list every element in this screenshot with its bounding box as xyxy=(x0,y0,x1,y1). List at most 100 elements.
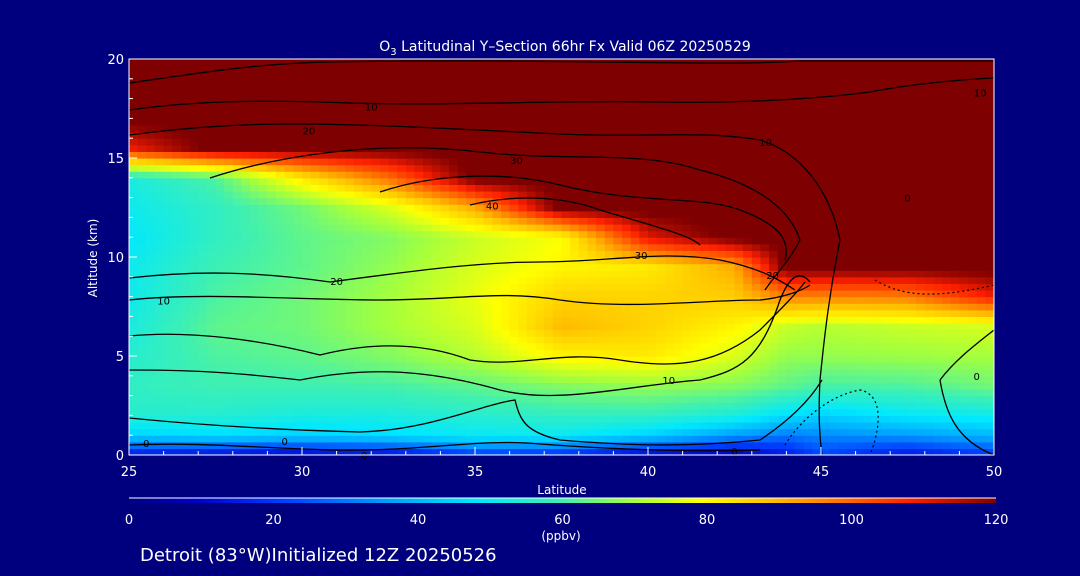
heatmap-cell xyxy=(613,177,623,185)
heatmap-cell xyxy=(466,210,476,218)
heatmap-cell xyxy=(622,441,632,449)
heatmap-cell xyxy=(786,197,796,205)
heatmap-cell xyxy=(872,402,883,410)
heatmap-cell xyxy=(907,296,917,304)
heatmap-cell xyxy=(154,217,165,225)
heatmap-cell xyxy=(665,356,675,364)
heatmap-cell xyxy=(613,138,623,146)
heatmap-cell xyxy=(423,290,433,298)
heatmap-cell xyxy=(872,224,883,232)
heatmap-cell xyxy=(855,250,865,258)
heatmap-cell xyxy=(587,428,597,436)
heatmap-cell xyxy=(725,210,736,218)
heatmap-cell xyxy=(224,382,234,390)
heatmap-cell xyxy=(267,217,277,225)
heatmap-cell xyxy=(379,316,390,324)
heatmap-cell xyxy=(284,204,294,212)
heatmap-cell xyxy=(475,290,485,298)
heatmap-cell xyxy=(985,171,994,179)
heatmap-cell xyxy=(440,303,450,311)
heatmap-cell xyxy=(924,263,935,271)
heatmap-cell xyxy=(682,422,692,430)
heatmap-cell xyxy=(855,448,865,455)
heatmap-cell xyxy=(423,217,433,225)
heatmap-cell xyxy=(405,230,416,238)
heatmap-cell xyxy=(976,263,986,271)
heatmap-cell xyxy=(518,422,528,430)
heatmap-cell xyxy=(129,290,139,298)
heatmap-cell xyxy=(717,138,727,146)
heatmap-cell xyxy=(163,283,173,291)
heatmap-cell xyxy=(708,316,718,324)
heatmap-cell xyxy=(743,428,753,436)
heatmap-cell xyxy=(345,184,355,192)
heatmap-cell xyxy=(475,138,485,146)
heatmap-cell xyxy=(838,237,848,245)
heatmap-cell xyxy=(198,197,208,205)
heatmap-cell xyxy=(431,263,441,271)
heatmap-cell xyxy=(881,329,891,337)
heatmap-cell xyxy=(457,342,467,350)
heatmap-cell xyxy=(985,375,994,383)
heatmap-cell xyxy=(440,243,450,251)
heatmap-cell xyxy=(163,217,173,225)
heatmap-cell xyxy=(172,422,182,430)
heatmap-cell xyxy=(665,362,675,370)
heatmap-cell xyxy=(440,270,450,278)
heatmap-cell xyxy=(336,441,346,449)
heatmap-cell xyxy=(215,342,225,350)
heatmap-cell xyxy=(751,309,762,317)
heatmap-cell xyxy=(327,342,338,350)
heatmap-cell xyxy=(232,144,243,152)
heatmap-cell xyxy=(656,204,666,212)
heatmap-cell xyxy=(250,375,260,383)
heatmap-cell xyxy=(414,283,424,291)
heatmap-cell xyxy=(284,191,294,199)
heatmap-cell xyxy=(518,224,528,232)
heatmap-cell xyxy=(812,415,822,423)
heatmap-cell xyxy=(968,290,978,298)
heatmap-cell xyxy=(535,171,545,179)
heatmap-cell xyxy=(500,125,511,133)
heatmap-cell xyxy=(293,197,303,205)
heatmap-cell xyxy=(942,395,952,403)
heatmap-cell xyxy=(622,415,632,423)
heatmap-cell xyxy=(699,408,710,416)
heatmap-cell xyxy=(717,375,727,383)
heatmap-cell xyxy=(968,224,978,232)
heatmap-cell xyxy=(587,303,597,311)
heatmap-cell xyxy=(302,349,312,357)
heatmap-cell xyxy=(302,309,312,317)
heatmap-cell xyxy=(976,138,986,146)
heatmap-cell xyxy=(423,276,433,284)
heatmap-cell xyxy=(362,362,372,370)
heatmap-cell xyxy=(743,158,753,166)
heatmap-cell xyxy=(665,428,675,436)
heatmap-cell xyxy=(985,356,994,364)
heatmap-cell xyxy=(803,224,813,232)
heatmap-cell xyxy=(345,138,355,146)
heatmap-cell xyxy=(743,230,753,238)
heatmap-cell xyxy=(985,290,994,298)
heatmap-cell xyxy=(985,224,994,232)
heatmap-cell xyxy=(293,441,303,449)
heatmap-cell xyxy=(215,230,225,238)
heatmap-cell xyxy=(760,428,770,436)
heatmap-cell xyxy=(276,184,286,192)
heatmap-cell xyxy=(613,270,623,278)
heatmap-cell xyxy=(405,283,416,291)
heatmap-cell xyxy=(682,336,692,344)
heatmap-cell xyxy=(250,230,260,238)
heatmap-cell xyxy=(492,217,502,225)
heatmap-cell xyxy=(258,151,268,159)
heatmap-cell xyxy=(656,237,666,245)
heatmap-cell xyxy=(353,329,364,337)
heatmap-cell xyxy=(682,369,692,377)
heatmap-cell xyxy=(725,158,736,166)
heatmap-cell xyxy=(769,283,779,291)
heatmap-cell xyxy=(864,303,874,311)
heatmap-cell xyxy=(898,257,909,265)
heatmap-cell xyxy=(898,435,909,443)
heatmap-cell xyxy=(258,435,268,443)
heatmap-cell xyxy=(673,158,684,166)
